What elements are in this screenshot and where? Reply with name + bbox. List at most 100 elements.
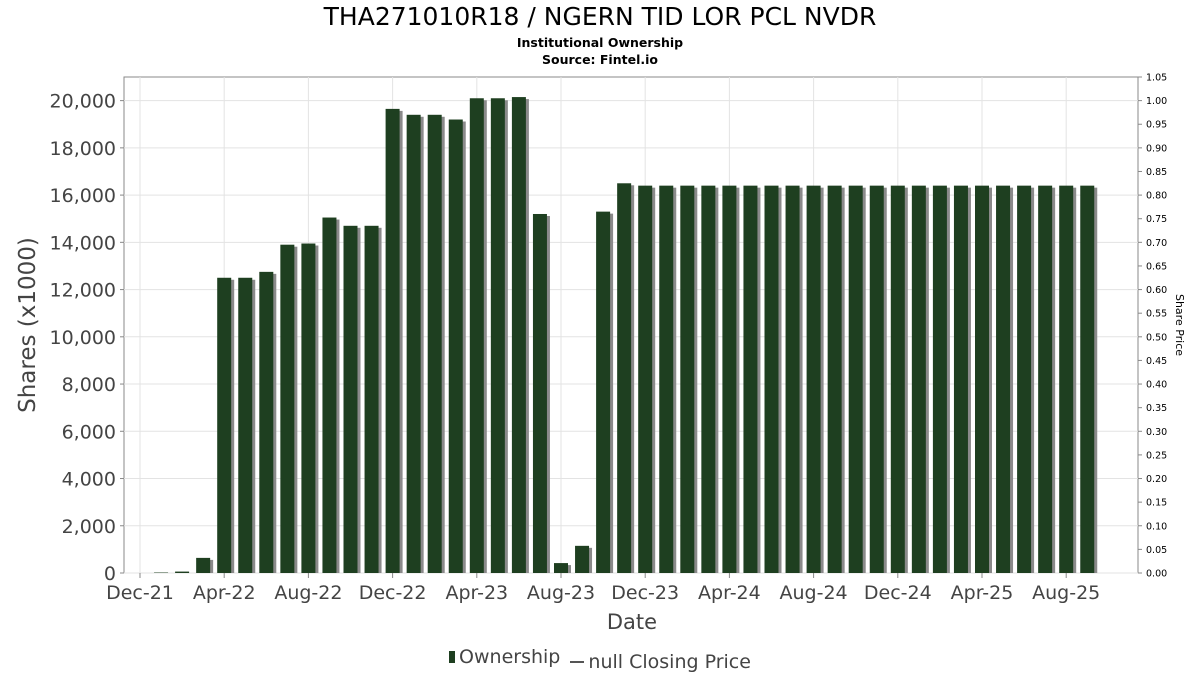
legend: Ownership null Closing Price: [0, 646, 1200, 673]
ownership-bar[interactable]: [427, 114, 442, 574]
chart-title: THA271010R18 / NGERN TID LOR PCL NVDR: [323, 2, 877, 31]
y-tick-label: 0: [104, 563, 116, 585]
y-tick-label: 18,000: [50, 138, 116, 160]
y2-tick-label: 0.70: [1146, 238, 1167, 249]
ownership-bar[interactable]: [806, 185, 821, 573]
y2-tick-label: 1.00: [1146, 96, 1167, 107]
x-tick-label: Aug-24: [780, 582, 848, 604]
x-tick-label: Dec-23: [611, 582, 679, 604]
y-tick-label: 12,000: [50, 280, 116, 302]
ownership-bar[interactable]: [385, 108, 400, 573]
y-tick-label: 10,000: [50, 327, 116, 349]
ownership-bar[interactable]: [617, 183, 632, 574]
ownership-bar[interactable]: [196, 557, 211, 573]
x-tick-label: Apr-24: [698, 582, 761, 604]
x-tick-label: Apr-22: [193, 582, 256, 604]
ownership-bar[interactable]: [1017, 185, 1032, 573]
y2-tick-label: 0.75: [1146, 214, 1167, 225]
y2-axis-label: Share Price: [1173, 294, 1186, 356]
ownership-bar[interactable]: [175, 571, 190, 573]
ownership-bar[interactable]: [722, 185, 737, 573]
ownership-bar[interactable]: [343, 225, 358, 574]
ownership-bar[interactable]: [827, 185, 842, 573]
y-tick-label: 14,000: [50, 232, 116, 254]
y2-axis: 0.00 0.05 0.10 0.15 0.20 0.25 0.30 0.35 0.40 0.45…: [1138, 73, 1167, 580]
legend-item-ownership[interactable]: Ownership: [449, 646, 560, 668]
y2-tick-label: 0.15: [1146, 498, 1167, 509]
ownership-bar[interactable]: [596, 211, 611, 573]
ownership-bar[interactable]: [554, 563, 568, 573]
x-axis: Dec-21 Apr-22 Aug-22 Dec-22 Apr-23 Aug-23 Dec-…: [106, 573, 1100, 604]
ownership-bar[interactable]: [869, 185, 884, 573]
y2-tick-label: 0.45: [1146, 356, 1167, 367]
closing-price-swatch: [570, 661, 585, 663]
y2-tick-label: 1.05: [1146, 73, 1167, 84]
ownership-bar[interactable]: [280, 244, 295, 573]
x-tick-label: Aug-25: [1032, 582, 1100, 604]
ownership-bar[interactable]: [764, 185, 779, 573]
ownership-bar[interactable]: [996, 185, 1011, 573]
ownership-bar[interactable]: [953, 185, 968, 573]
ownership-bar[interactable]: [238, 277, 253, 573]
x-tick-label: Dec-24: [864, 582, 932, 604]
y2-tick-label: 0.65: [1146, 261, 1167, 272]
x-tick-label: Apr-25: [951, 582, 1014, 604]
y-tick-label: 2,000: [62, 516, 116, 538]
ownership-bar[interactable]: [659, 185, 674, 573]
ownership-swatch: [449, 651, 456, 663]
ownership-bar[interactable]: [1080, 185, 1095, 573]
y-tick-label: 6,000: [62, 421, 116, 443]
y2-tick-label: 0.30: [1146, 427, 1167, 438]
ownership-bar[interactable]: [848, 185, 863, 573]
y2-tick-label: 0.25: [1146, 450, 1167, 461]
ownership-bar[interactable]: [469, 98, 484, 573]
y2-tick-label: 0.05: [1146, 545, 1167, 556]
ownership-bar[interactable]: [511, 97, 526, 574]
ownership-bar[interactable]: [890, 185, 905, 573]
ownership-bar[interactable]: [975, 185, 989, 573]
x-tick-label: Aug-23: [527, 582, 595, 604]
legend-label-ownership: Ownership: [459, 646, 561, 668]
ownership-bar[interactable]: [743, 185, 758, 573]
ownership-bar[interactable]: [259, 271, 274, 573]
y2-tick-label: 0.35: [1146, 403, 1167, 414]
y2-tick-label: 0.80: [1146, 191, 1167, 202]
y2-tick-label: 0.50: [1146, 332, 1167, 343]
y-axis: 0 2,000 4,000 6,000 8,000 10,000 12,000 14,000 1…: [50, 91, 124, 585]
ownership-bar[interactable]: [490, 98, 505, 573]
ownership-bar[interactable]: [785, 185, 800, 573]
ownership-bar[interactable]: [1038, 185, 1053, 573]
legend-item-closing-price[interactable]: null Closing Price: [570, 651, 751, 673]
ownership-bar[interactable]: [680, 185, 695, 573]
ownership-bar[interactable]: [1059, 185, 1074, 573]
y-tick-label: 20,000: [50, 91, 116, 113]
ownership-bar[interactable]: [217, 277, 232, 573]
y2-tick-label: 0.60: [1146, 285, 1167, 296]
y2-tick-label: 0.95: [1146, 120, 1167, 131]
ownership-bar[interactable]: [448, 119, 463, 573]
ownership-bar[interactable]: [932, 185, 947, 573]
y2-tick-label: 0.85: [1146, 167, 1167, 178]
x-tick-label: Aug-22: [274, 582, 342, 604]
y2-tick-label: 0.20: [1146, 474, 1167, 485]
ownership-bar[interactable]: [364, 225, 379, 574]
y-tick-label: 8,000: [62, 374, 116, 396]
ownership-bar[interactable]: [638, 185, 653, 573]
x-axis-label: Date: [607, 610, 657, 634]
ownership-bar[interactable]: [406, 114, 421, 574]
y2-tick-label: 0.10: [1146, 521, 1167, 532]
ownership-bar[interactable]: [701, 185, 716, 573]
legend-label-closing-price: null Closing Price: [588, 651, 751, 673]
y-tick-label: 16,000: [50, 185, 116, 207]
x-tick-label: Apr-23: [445, 582, 508, 604]
ownership-bar[interactable]: [301, 243, 316, 573]
y2-tick-label: 0.90: [1146, 143, 1167, 154]
ownership-bar[interactable]: [322, 217, 337, 574]
ownership-chart: 0 2,000 4,000 6,000 8,000 10,000 12,000 14,000 1…: [15, 73, 1186, 635]
x-tick-label: Dec-22: [359, 582, 427, 604]
ownership-bar[interactable]: [532, 213, 547, 573]
ownership-bar[interactable]: [575, 545, 590, 573]
ownership-bar[interactable]: [911, 185, 926, 573]
bar-series: [154, 97, 1098, 574]
y-tick-label: 4,000: [62, 469, 116, 491]
